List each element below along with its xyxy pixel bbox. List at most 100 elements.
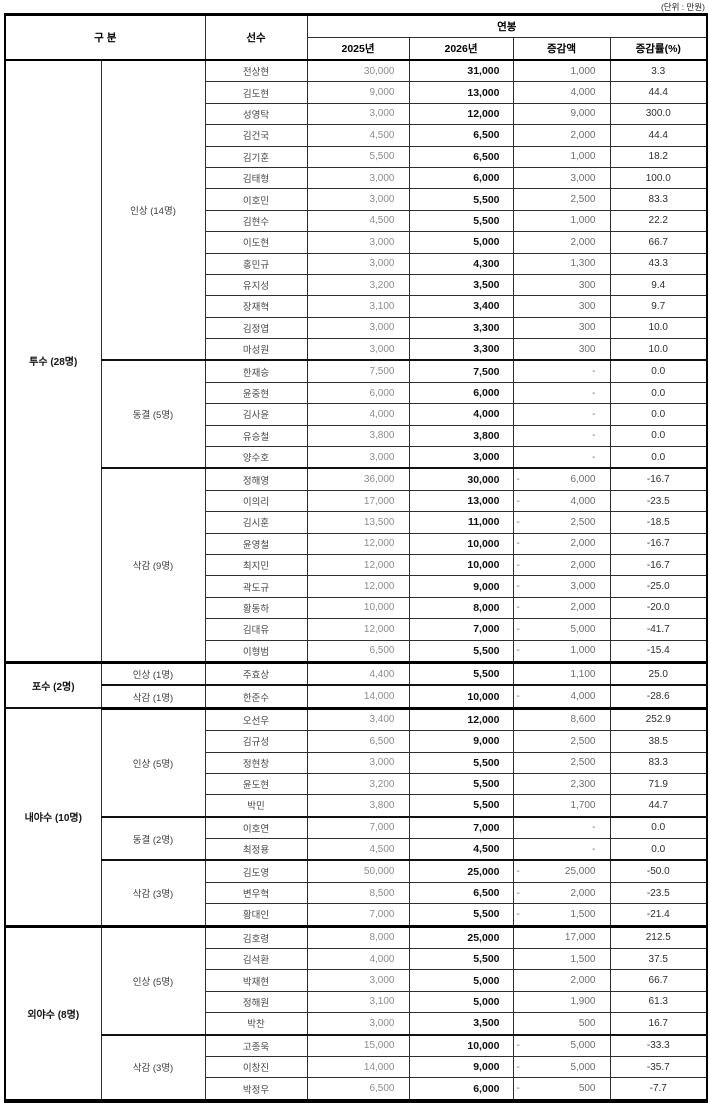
diff-amount-cell: 300 (512, 316, 611, 340)
diff-amount-cell: 1,700 (512, 794, 611, 818)
player-name-cell: 최지민 (204, 553, 308, 577)
salary-2026-cell: 13,000 (408, 81, 514, 104)
salary-2026-cell: 10,000 (408, 532, 514, 555)
salary-2025-cell: 3,000 (306, 316, 410, 340)
position-group-cell: 포수 (2명) (4, 661, 102, 710)
salary-2026-cell: 5,500 (408, 188, 514, 211)
player-row: 양수호 3,000 3,000-0.0 (5, 446, 708, 470)
player-name-cell: 고종욱 (204, 1034, 308, 1057)
player-row: 최정용 4,500 4,500-0.0 (5, 838, 708, 862)
diff-value: 4,000 (570, 691, 596, 703)
player-name-cell: 한준수 (204, 684, 308, 710)
diff-rate-cell: 0.0 (609, 816, 708, 840)
salary-2025-cell: 5,500 (306, 145, 410, 168)
salary-2026-cell: 6,000 (408, 381, 514, 405)
diff-rate-cell: -23.5 (609, 489, 708, 513)
diff-rate-cell: -16.7 (609, 532, 708, 555)
diff-rate-cell: 38.5 (609, 730, 708, 753)
header-2026: 2026년 (408, 37, 514, 61)
salary-2026-cell: 3,500 (408, 1012, 514, 1036)
diff-rate-cell: -25.0 (609, 575, 708, 598)
salary-2026-cell: 7,000 (408, 816, 514, 840)
diff-rate-cell: 212.5 (609, 925, 708, 950)
player-row: 동결 (2명) 이호연 7,000 7,000-0.0 (5, 816, 708, 862)
player-name-cell: 김대유 (204, 618, 308, 641)
diff-value: 9,000 (570, 108, 596, 120)
diff-rate-cell: 43.3 (609, 252, 708, 275)
unit-note: (단위 : 만원) (660, 2, 705, 12)
salary-2025-cell: 3,000 (306, 338, 410, 362)
diff-value: - (592, 430, 596, 442)
diff-value: 2,000 (570, 559, 596, 571)
diff-rate-cell: -41.7 (609, 618, 708, 641)
diff-amount-cell: 17,000 (512, 925, 611, 950)
salary-2025-cell: 3,000 (306, 446, 410, 470)
salary-2025-cell: 6,000 (306, 381, 410, 405)
minus-sign: - (516, 495, 520, 507)
diff-amount-cell: - (512, 446, 611, 470)
diff-rate-cell: 3.3 (609, 59, 708, 83)
salary-2026-cell: 3,400 (408, 295, 514, 318)
diff-value: 5,000 (570, 1040, 596, 1052)
diff-value: 4,000 (570, 495, 596, 507)
player-row: 김건국 4,500 6,500 2,000 44.4 (5, 124, 708, 147)
diff-amount-cell: - (512, 838, 611, 862)
salary-2026-cell: 5,500 (408, 903, 514, 928)
diff-value: 2,000 (570, 887, 596, 899)
player-row: 이호민 3,000 5,500 2,500 83.3 (5, 188, 708, 211)
change-group-cell: 인상 (5명) (100, 925, 206, 1036)
diff-value: 2,500 (570, 516, 596, 528)
diff-rate-cell: 0.0 (609, 359, 708, 383)
salary-2026-cell: 5,500 (408, 751, 514, 774)
player-name-cell: 김규성 (204, 730, 308, 753)
player-name-cell: 황동하 (204, 596, 308, 620)
player-name-cell: 정현창 (204, 751, 308, 774)
salary-2026-cell: 4,000 (408, 403, 514, 426)
diff-value: 1,000 (570, 215, 596, 227)
player-row: 이의리 17,000 13,000- 4,000 -23.5 (5, 489, 708, 513)
diff-value: - (592, 408, 596, 420)
salary-2026-cell: 9,000 (408, 730, 514, 753)
diff-value: 3,000 (570, 172, 596, 184)
player-name-cell: 곽도규 (204, 575, 308, 598)
diff-rate-cell: 25.0 (609, 661, 708, 687)
change-group-cell: 동결 (2명) (100, 816, 206, 862)
player-name-cell: 김현수 (204, 209, 308, 233)
player-row: 포수 (2명) 인상 (1명) 주효상 4,400 5,500 1,100 25.0 (4, 661, 708, 710)
diff-value: 2,000 (570, 538, 596, 550)
salary-2025-cell: 10,000 (306, 596, 410, 620)
salary-2026-cell: 10,000 (408, 684, 514, 710)
diff-amount-cell: 500 (512, 1012, 611, 1036)
player-row: 삭감 (1명) 한준수 14,000 10,000- 4,000 -28.6 (5, 684, 708, 710)
header-row-sub: 2025년 2026년 증감액 증감률(%) (5, 37, 708, 61)
diff-value: 1,500 (570, 908, 596, 920)
diff-value: 1,700 (570, 799, 596, 811)
player-name-cell: 김건국 (204, 124, 308, 147)
salary-2026-cell: 9,000 (408, 575, 514, 598)
diff-amount-cell: - 3,000 (512, 575, 611, 598)
diff-rate-cell: 252.9 (609, 707, 708, 732)
salary-2025-cell: 3,000 (306, 166, 410, 190)
salary-2026-cell: 9,000 (408, 1055, 514, 1079)
player-name-cell: 김태형 (204, 166, 308, 190)
table-body: 투수 (28명) 인상 (14명) 전상현 30,000 31,000 1,000 3.3 김… (4, 59, 708, 1103)
diff-value: 1,000 (570, 645, 596, 657)
player-row: 김사윤 4,000 4,000-0.0 (5, 403, 708, 426)
diff-value: 300 (578, 279, 596, 291)
player-name-cell: 최정용 (204, 838, 308, 862)
diff-value: 1,500 (570, 953, 596, 965)
diff-amount-cell: 1,000 (512, 209, 611, 233)
diff-value: 1,100 (570, 668, 596, 680)
salary-2025-cell: 3,800 (306, 794, 410, 818)
minus-sign: - (516, 1083, 520, 1095)
diff-rate-cell: 9.7 (609, 295, 708, 318)
player-name-cell: 이창진 (204, 1055, 308, 1079)
player-name-cell: 장재혁 (204, 295, 308, 318)
player-row: 투수 (28명) 인상 (14명) 전상현 30,000 31,000 1,000 3.3 (4, 59, 708, 664)
salary-2026-cell: 6,000 (408, 1077, 514, 1103)
diff-amount-cell: - (512, 816, 611, 840)
player-name-cell: 김시훈 (204, 511, 308, 534)
salary-2026-cell: 5,000 (408, 990, 514, 1014)
diff-amount-cell: 8,600 (512, 707, 611, 732)
